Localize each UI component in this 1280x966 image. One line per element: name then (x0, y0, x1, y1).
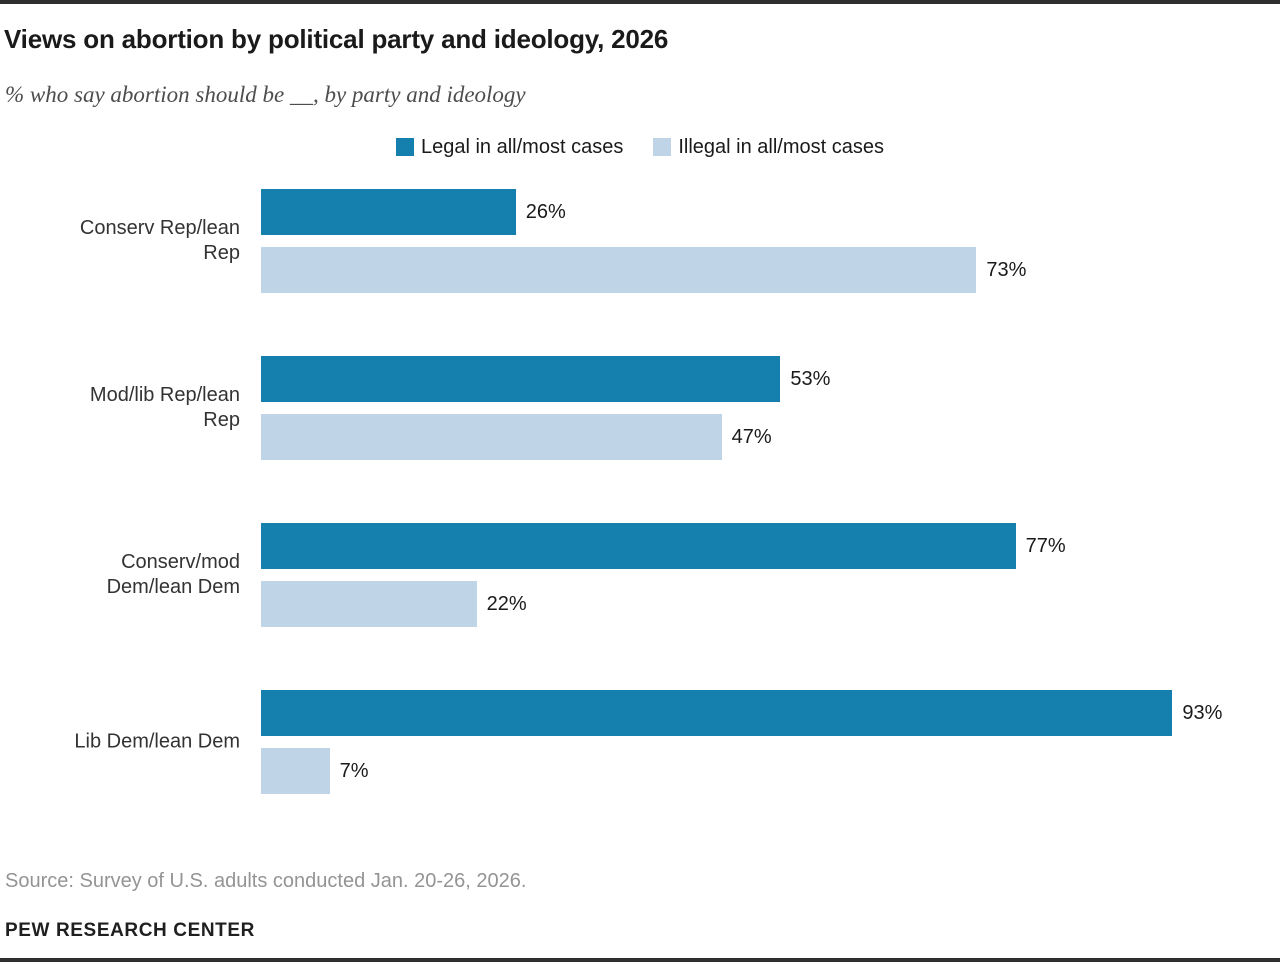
category-label: Conserv/mod Dem/lean Dem (106, 551, 240, 598)
bar-pair: 77% 22% (261, 523, 1280, 627)
value-label: 7% (339, 759, 369, 782)
legend-swatch-legal-icon (396, 138, 414, 156)
brand-footer: PEW RESEARCH CENTER (5, 920, 255, 941)
bar-row: 47% (261, 414, 1280, 460)
bar-chart: Conserv Rep/lean Rep 26% 73% Mod/lib Rep/lea… (0, 189, 1280, 794)
bar-pair: 53% 47% (261, 356, 1280, 460)
value-label: 53% (790, 367, 831, 390)
bar-group: Lib Dem/lean Dem 93% 7% (0, 690, 1280, 794)
bar-pair: 93% 7% (261, 690, 1280, 794)
category-label: Mod/lib Rep/lean Rep (89, 384, 240, 431)
bar-legal (261, 189, 516, 235)
bar-group: Conserv/mod Dem/lean Dem 77% 22% (0, 523, 1280, 627)
top-border (0, 0, 1280, 4)
bar-pair: 26% 73% (261, 189, 1280, 293)
bar-illegal (261, 247, 977, 293)
bar-illegal (261, 581, 477, 627)
bar-legal (261, 523, 1016, 569)
chart-legend: Legal in all/most cases Illegal in all/m… (0, 136, 1280, 159)
bar-group: Conserv Rep/lean Rep 26% 73% (0, 189, 1280, 293)
bar-row: 26% (261, 189, 1280, 235)
bar-row: 7% (261, 748, 1280, 794)
bottom-border (0, 958, 1280, 962)
value-label: 26% (525, 200, 566, 223)
value-label: 93% (1182, 701, 1223, 724)
value-label: 77% (1025, 534, 1066, 557)
bar-row: 77% (261, 523, 1280, 569)
bar-legal (261, 356, 781, 402)
bar-row: 93% (261, 690, 1280, 736)
value-label: 73% (986, 258, 1027, 281)
bar-row: 73% (261, 247, 1280, 293)
bar-group: Mod/lib Rep/lean Rep 53% 47% (0, 356, 1280, 460)
legend-label-illegal: Illegal in all/most cases (678, 135, 884, 158)
legend-item-legal: Legal in all/most cases (396, 136, 623, 159)
category-label: Conserv Rep/lean Rep (79, 217, 240, 264)
bar-illegal (261, 414, 722, 460)
category-label: Lib Dem/lean Dem (74, 730, 240, 753)
legend-swatch-illegal-icon (653, 138, 672, 156)
chart-subtitle: % who say abortion should be __, by part… (5, 82, 526, 107)
bar-legal (261, 690, 1173, 736)
legend-item-illegal: Illegal in all/most cases (653, 136, 884, 159)
bar-illegal (261, 748, 330, 794)
value-label: 47% (731, 425, 772, 448)
value-label: 22% (486, 592, 527, 615)
source-note: Source: Survey of U.S. adults conducted … (5, 870, 527, 892)
bar-row: 53% (261, 356, 1280, 402)
page-title: Views on abortion by political party and… (4, 24, 669, 54)
legend-label-legal: Legal in all/most cases (421, 135, 624, 158)
bar-row: 22% (261, 581, 1280, 627)
